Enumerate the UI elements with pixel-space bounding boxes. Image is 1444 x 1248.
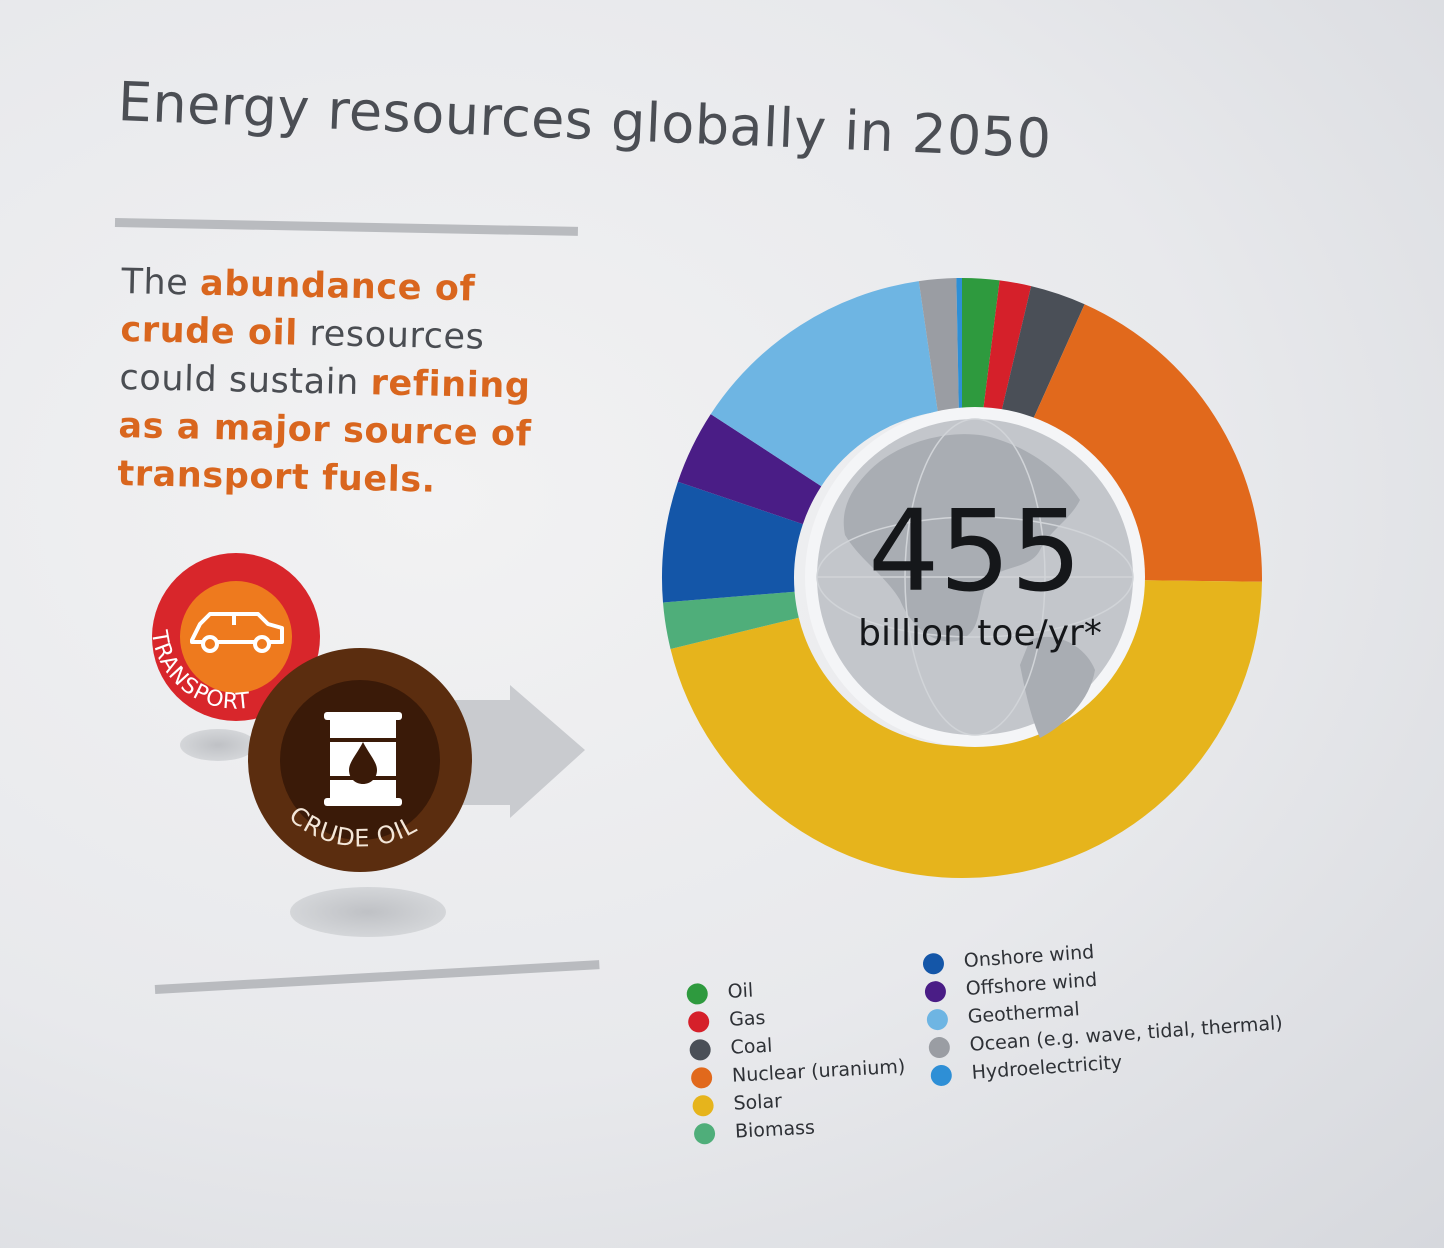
total-unit: billion toe/yr*	[858, 613, 1102, 654]
legend-label: Solar	[732, 1090, 783, 1115]
car-icon	[190, 612, 284, 653]
total-value: 455	[868, 487, 1082, 617]
legend-swatch	[693, 1122, 716, 1145]
slice-ocean-e-g-wave-tidal-thermal	[918, 278, 959, 412]
slice-oil	[962, 278, 1000, 412]
legend-swatch	[686, 982, 709, 1005]
legend-swatch	[692, 1094, 715, 1117]
slice-offshore-wind	[677, 414, 822, 525]
globe-center: 455 billion toe/yr*	[805, 407, 1145, 747]
legend-swatch	[689, 1038, 712, 1061]
slice-biomass	[663, 591, 799, 649]
legend-label: Oil	[727, 979, 754, 1003]
legend-swatch	[690, 1066, 713, 1089]
legend-label: Biomass	[734, 1116, 816, 1143]
legend-swatch	[687, 1010, 710, 1033]
slice-onshore-wind	[662, 481, 803, 603]
slice-nuclear-uranium	[1030, 304, 1262, 582]
legend-column-2: Onshore wind Offshore wind Geothermal Ocean…	[922, 925, 1285, 1089]
legend-label: Coal	[730, 1034, 773, 1059]
crude-oil-badge-shadow	[290, 887, 446, 937]
transport-crude-oil-illustration: TRANSPORT CRUDE OIL	[146, 553, 585, 937]
legend-swatch	[924, 979, 947, 1003]
legend-swatch	[926, 1007, 949, 1031]
slice-gas	[983, 280, 1032, 415]
divider-bottom	[154, 960, 600, 994]
legend-swatch	[928, 1035, 951, 1059]
legend-column-1: Oil Gas Coal Nuclear (uranium) Solar Biomass	[686, 969, 909, 1148]
crude-oil-badge: CRUDE OIL	[248, 648, 472, 872]
legend-label: Gas	[728, 1006, 766, 1031]
legend-swatch	[930, 1063, 953, 1087]
globe-icon	[843, 434, 1095, 738]
oil-drop-icon	[349, 742, 377, 784]
transport-badge-shadow	[180, 729, 256, 761]
legend-label: Hydroelectricity	[970, 1051, 1123, 1084]
direction-arrow-icon	[455, 685, 585, 818]
slice-hydroelectricity	[956, 278, 962, 411]
legend-swatch	[922, 952, 945, 975]
slice-coal	[1000, 286, 1085, 425]
slice-geothermal	[710, 281, 938, 487]
energy-donut-chart: 455 billion toe/yr*	[662, 278, 1262, 879]
oil-barrel-icon	[324, 712, 402, 806]
